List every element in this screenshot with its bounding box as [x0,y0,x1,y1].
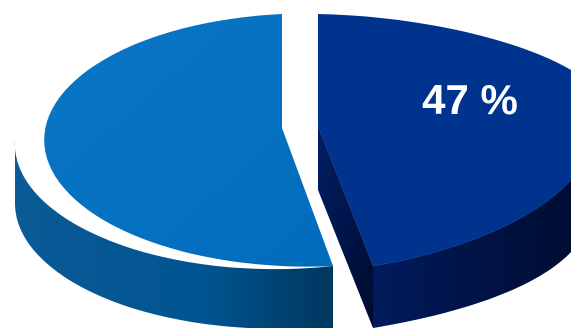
pie-slice-53 [14,14,333,328]
pie-slice-47: 47 % [318,14,571,328]
data-label: 47 % [422,76,518,123]
slice-side-wall [373,180,571,328]
slice-top-face [44,14,333,267]
slice-top-face [318,14,571,266]
slice-cut-face [318,126,373,328]
slice-side-wall [14,140,333,328]
